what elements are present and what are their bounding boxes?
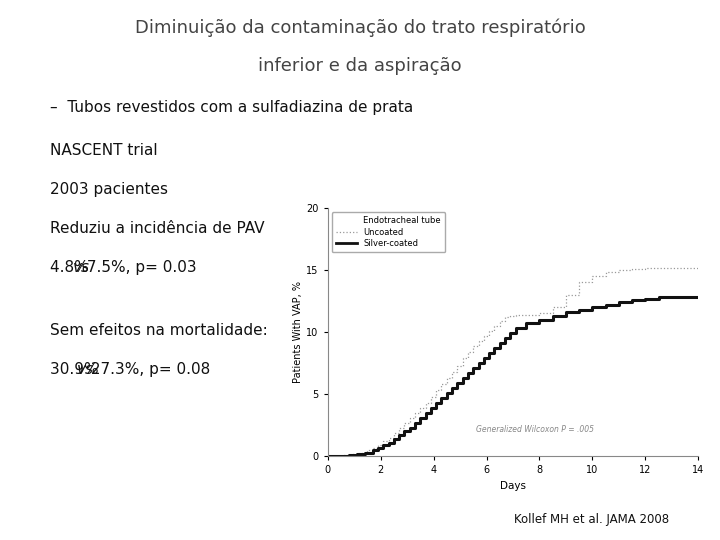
Text: Reduziu a incidência de PAV: Reduziu a incidência de PAV — [50, 221, 265, 236]
Text: Generalized Wilcoxon P = .005: Generalized Wilcoxon P = .005 — [476, 425, 594, 434]
Text: 7.5%, p= 0.03: 7.5%, p= 0.03 — [81, 260, 197, 275]
Text: inferior e da aspiração: inferior e da aspiração — [258, 57, 462, 75]
Text: NASCENT trial: NASCENT trial — [50, 143, 158, 158]
Text: Kollef MH et al. JAMA 2008: Kollef MH et al. JAMA 2008 — [515, 514, 670, 526]
Text: 2003 pacientes: 2003 pacientes — [50, 182, 168, 197]
Text: 27.3%, p= 0.08: 27.3%, p= 0.08 — [86, 362, 210, 377]
Legend: Endotracheal tube, Uncoated, Silver-coated: Endotracheal tube, Uncoated, Silver-coat… — [332, 212, 445, 252]
Y-axis label: Patients With VAP, %: Patients With VAP, % — [294, 281, 303, 383]
Text: 30.9%: 30.9% — [50, 362, 104, 377]
Text: –  Tubos revestidos com a sulfadiazina de prata: – Tubos revestidos com a sulfadiazina de… — [50, 100, 414, 115]
Text: vs: vs — [77, 362, 94, 377]
Text: Sem efeitos na mortalidade:: Sem efeitos na mortalidade: — [50, 323, 268, 338]
X-axis label: Days: Days — [500, 481, 526, 491]
Text: 4.8%: 4.8% — [50, 260, 94, 275]
Text: vs: vs — [73, 260, 90, 275]
Text: Diminuição da contaminação do trato respiratório: Diminuição da contaminação do trato resp… — [135, 19, 585, 37]
